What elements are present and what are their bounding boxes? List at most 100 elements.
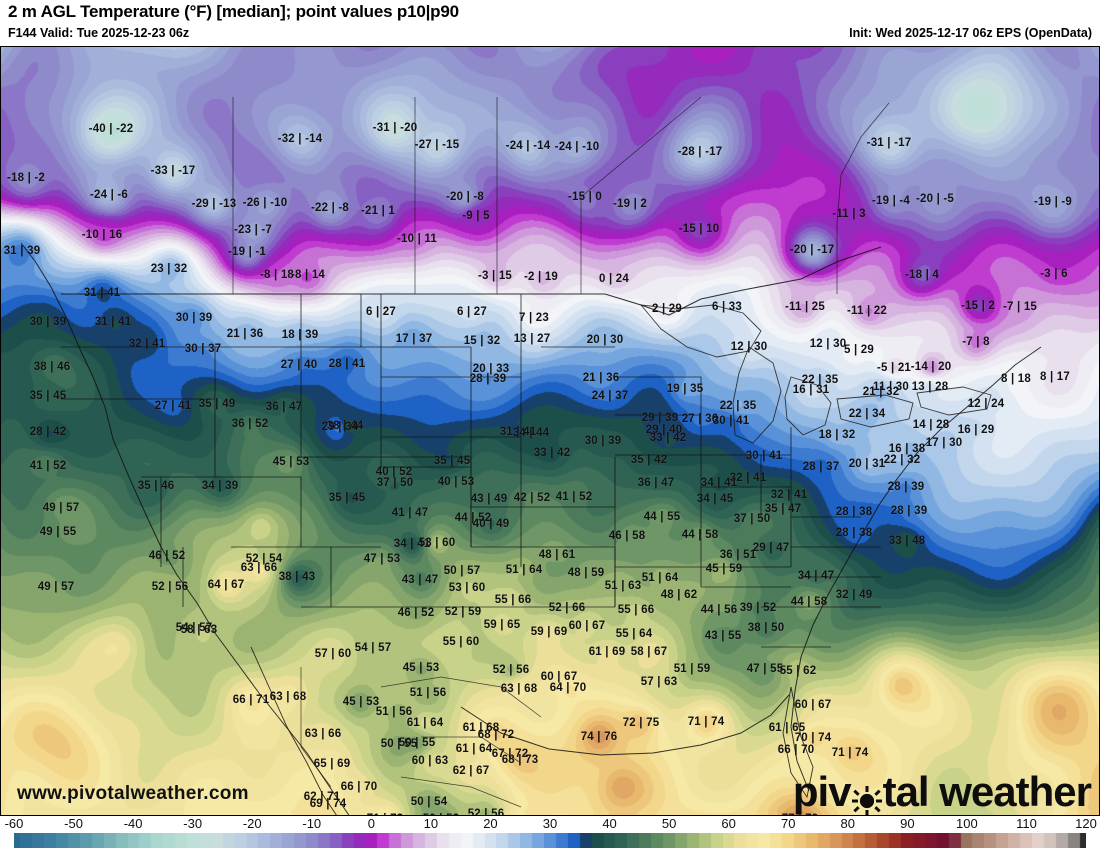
point-value-label: 38 | 46 xyxy=(33,361,71,373)
colorbar-tick: 30 xyxy=(542,816,558,831)
point-value-label: -10 | 16 xyxy=(81,229,123,241)
point-value-label: -20 | -8 xyxy=(445,191,485,203)
point-value-label: -24 | -10 xyxy=(554,141,600,153)
point-value-label: 51 | 63 xyxy=(604,580,642,592)
point-value-label: 39 | 52 xyxy=(739,602,777,614)
point-value-label: 57 | 63 xyxy=(640,676,678,688)
map-header: 2 m AGL Temperature (°F) [median]; point… xyxy=(0,0,1100,46)
point-value-label: 55 | 62 xyxy=(779,665,817,677)
point-value-label: 31 | 41 xyxy=(94,316,132,328)
point-value-label: 28 | 41 xyxy=(328,358,366,370)
point-value-label: 34 | 41 xyxy=(393,538,431,550)
point-value-label: 22 | 35 xyxy=(719,400,757,412)
point-value-label: 35 | 45 xyxy=(29,390,67,402)
point-value-label: 20 | 31 xyxy=(848,458,886,470)
point-value-label: 50 | 54 xyxy=(410,796,448,808)
point-value-label: 44 | 58 xyxy=(790,596,828,608)
point-value-label: 43 | 47 xyxy=(401,574,439,586)
point-value-label: 35 | 49 xyxy=(198,398,236,410)
colorbar-tick: 0 xyxy=(367,816,375,831)
point-value-label: 37 | 50 xyxy=(733,513,771,525)
point-value-label: 63 | 68 xyxy=(500,683,538,695)
point-value-label: 66 | 71 xyxy=(232,694,270,706)
sun-gear-icon xyxy=(851,781,882,815)
colorbar-tick: 40 xyxy=(602,816,617,831)
colorbar-tick: -60 xyxy=(4,816,24,831)
point-value-label: 50 | 55 xyxy=(380,738,418,750)
point-value-label: 8 | 18 xyxy=(1001,373,1031,385)
colorbar-container: -60 -50 -40 -30 -20 -10 0 10 20 30 40 50 60 70 80 90 100… xyxy=(0,816,1100,850)
point-value-label: -3 | 6 xyxy=(1040,268,1068,280)
colorbar-tick: 120 xyxy=(1075,816,1097,831)
point-value-label: 74 | 76 xyxy=(580,731,618,743)
point-value-label: -10 | 11 xyxy=(397,233,437,245)
point-value-label: 33 | 48 xyxy=(888,535,926,547)
point-value-label: 60 | 67 xyxy=(568,620,606,632)
point-value-label: 28 | 39 xyxy=(469,373,507,385)
point-value-label: 66 | 70 xyxy=(340,781,378,793)
colorbar-tick: 110 xyxy=(1016,816,1037,831)
point-value-label: 54 | 57 xyxy=(354,642,392,654)
point-value-label: 50 | 57 xyxy=(443,565,481,577)
point-value-label: 55 | 64 xyxy=(615,628,653,640)
point-value-label: 46 | 58 xyxy=(608,530,646,542)
point-value-label: 32 | 49 xyxy=(835,589,873,601)
map-viewport[interactable]: -40 | -22 -18 | -2 -24 | -6 -33 | -17 -29 | … xyxy=(0,46,1100,816)
point-value-label: 19 | 35 xyxy=(666,383,704,395)
point-value-label: -26 | -10 xyxy=(242,197,288,209)
point-value-label: 44 | 55 xyxy=(643,511,681,523)
point-value-label: 15 | 32 xyxy=(463,335,501,347)
point-value-label: 51 | 64 xyxy=(505,564,543,576)
point-value-label: 64 | 70 xyxy=(549,682,587,694)
point-value-label: -3 | 15 xyxy=(477,270,513,282)
geography-overlay xyxy=(20,96,1042,815)
point-value-label: 50 | 53 xyxy=(423,813,460,815)
point-value-label: 70 | 74 xyxy=(794,732,832,744)
point-value-label: 52 | 66 xyxy=(548,602,586,614)
point-value-label: 63 | 66 xyxy=(240,562,278,574)
point-value-label: 46 | 52 xyxy=(148,550,186,562)
point-value-label: 29 | 40 xyxy=(645,424,683,436)
point-value-label: 28 | 39 xyxy=(887,481,925,493)
point-value-label: 59 | 65 xyxy=(483,619,521,631)
pivotal-weather-logo: piv xyxy=(793,771,1092,815)
point-value-label: 38 | 43 xyxy=(278,571,316,583)
point-value-label: 28 | 38 xyxy=(835,506,873,518)
point-value-label: 30 | 39 xyxy=(29,316,67,328)
point-value-label: 37 | 50 xyxy=(376,477,414,489)
point-value-label: 34 | 39 xyxy=(201,480,239,492)
point-value-label: 30 | 39 xyxy=(175,312,213,324)
point-value-label: 45 | 53 xyxy=(402,662,440,674)
point-value-label: -11 | 22 xyxy=(847,305,887,317)
point-value-label: -14 | 20 xyxy=(910,361,952,373)
point-value-label: 22 | 35 xyxy=(801,374,839,386)
point-value-label: 38 | 50 xyxy=(747,622,785,634)
point-value-label: -8 | 18 xyxy=(259,269,295,281)
point-value-label: 17 | 30 xyxy=(925,437,963,449)
point-value-label: 77 | 79 xyxy=(782,813,819,815)
point-value-label: -15 | 0 xyxy=(567,191,603,203)
point-value-label: 71 | 74 xyxy=(687,716,725,728)
point-value-label: 29 | 39 xyxy=(641,412,679,424)
colorbar-tick: 10 xyxy=(423,816,439,831)
point-value-label: 61 | 69 xyxy=(588,646,626,658)
colorbar-tick: 80 xyxy=(840,816,855,831)
point-value-label: 49 | 57 xyxy=(42,502,80,514)
colorbar-tick: -40 xyxy=(123,816,143,831)
point-value-label: -18 | 4 xyxy=(904,269,940,281)
point-value-label: 61 | 65 xyxy=(768,722,806,734)
point-value-label: -18 | -2 xyxy=(6,172,46,184)
point-value-label: 49 | 57 xyxy=(37,581,75,593)
point-value-label: 33 | 42 xyxy=(649,432,687,444)
point-value-label: 29 | 47 xyxy=(752,542,790,554)
point-value-label: 6 | 27 xyxy=(366,306,396,318)
colorbar-tick: 50 xyxy=(661,816,677,831)
point-value-label: -7 | 15 xyxy=(1002,301,1038,313)
point-value-label: 48 | 62 xyxy=(660,589,698,601)
point-value-label: 34 | 44 xyxy=(512,427,550,439)
colorbar-tick: -10 xyxy=(302,816,322,831)
point-value-label: 16 | 31 xyxy=(792,384,830,396)
point-value-label: 44 | 56 xyxy=(700,604,738,616)
point-value-label: -15 | 2 xyxy=(960,300,996,312)
point-value-label: 50 | 55 xyxy=(398,737,436,749)
